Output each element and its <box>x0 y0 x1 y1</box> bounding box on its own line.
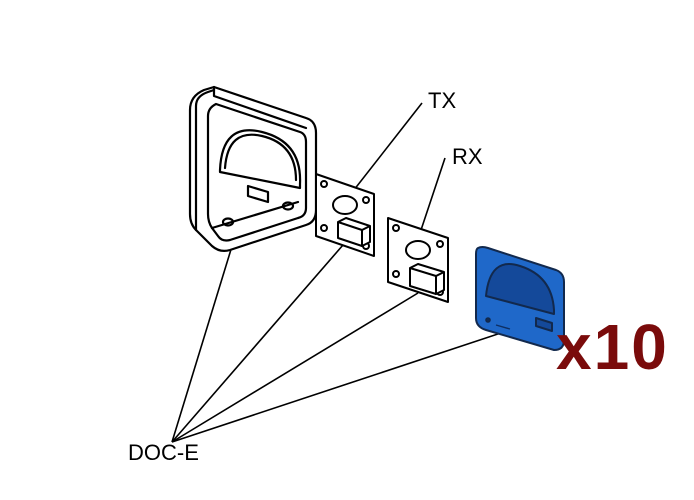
leader-doc-e-2 <box>172 245 343 442</box>
rx-board <box>388 218 448 302</box>
leader-doc-e-4 <box>172 328 516 442</box>
leader-doc-e-3 <box>172 293 418 442</box>
doc-e-label: DOC-E <box>128 440 199 466</box>
quantity-label: x10 <box>556 310 669 384</box>
leader-rx <box>420 158 445 233</box>
rx-label: RX <box>452 144 483 170</box>
cover-plate <box>476 247 564 350</box>
tx-label: TX <box>428 88 456 114</box>
leader-tx <box>350 103 422 195</box>
housing <box>190 87 316 251</box>
tx-board <box>316 174 374 256</box>
exploded-diagram <box>0 0 694 500</box>
